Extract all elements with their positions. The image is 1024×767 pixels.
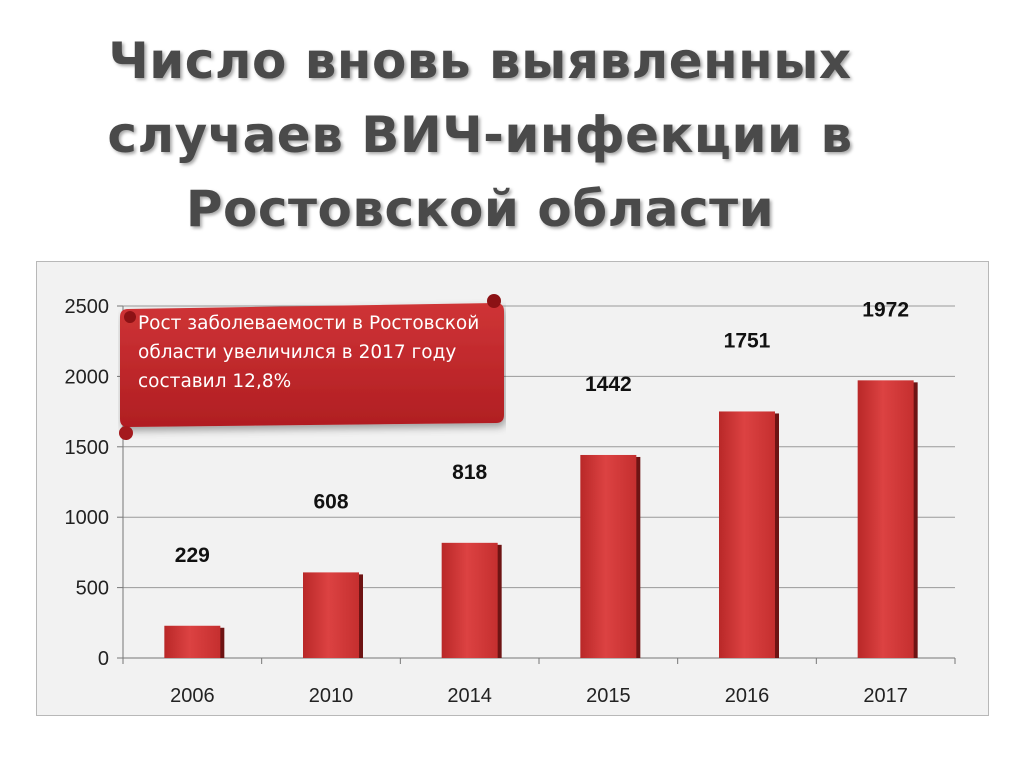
data-label: 1442: [585, 373, 632, 396]
callout-banner: Рост заболеваемости в Ростовской области…: [118, 293, 506, 440]
y-tick-label: 1000: [65, 507, 110, 529]
y-tick-label: 2500: [65, 296, 110, 318]
data-label: 1751: [724, 329, 771, 352]
bar: [857, 380, 914, 658]
bar: [580, 454, 637, 658]
bar: [441, 542, 498, 658]
data-label: 818: [452, 461, 487, 484]
title-line-2: случаев ВИЧ-инфекции в: [107, 106, 853, 164]
x-tick-label: 2010: [309, 685, 354, 707]
bar-chart: 0 500 1000 1500 2000 2500 229 2006 608 2010 818 201…: [65, 296, 956, 707]
x-tick-label: 2016: [725, 685, 770, 707]
y-tick-label: 1500: [65, 437, 110, 459]
y-tick-label: 2000: [65, 366, 110, 388]
callout-text: Рост заболеваемости в Ростовской области…: [138, 313, 480, 392]
chart-frame: 0 500 1000 1500 2000 2500 229 2006 608 2010 818 201…: [36, 261, 989, 716]
data-label: 1972: [862, 298, 909, 321]
data-label: 229: [175, 544, 210, 567]
title-line-1: Число вновь выявленных: [108, 32, 852, 90]
y-tick-label: 500: [76, 578, 109, 600]
bar: [164, 625, 221, 658]
y-tick-label: 0: [98, 648, 109, 670]
x-tick-label: 2015: [586, 685, 631, 707]
x-tick-label: 2017: [863, 685, 908, 707]
bar: [303, 572, 359, 658]
bar: [719, 411, 775, 658]
slide-title: Число вновь выявленных случаев ВИЧ-инфек…: [40, 24, 920, 246]
callout-shape: [119, 294, 504, 440]
data-label: 608: [313, 490, 348, 513]
x-tick-label: 2006: [170, 685, 215, 707]
title-line-3: Ростовской области: [185, 180, 775, 238]
x-tick-label: 2014: [447, 685, 492, 707]
